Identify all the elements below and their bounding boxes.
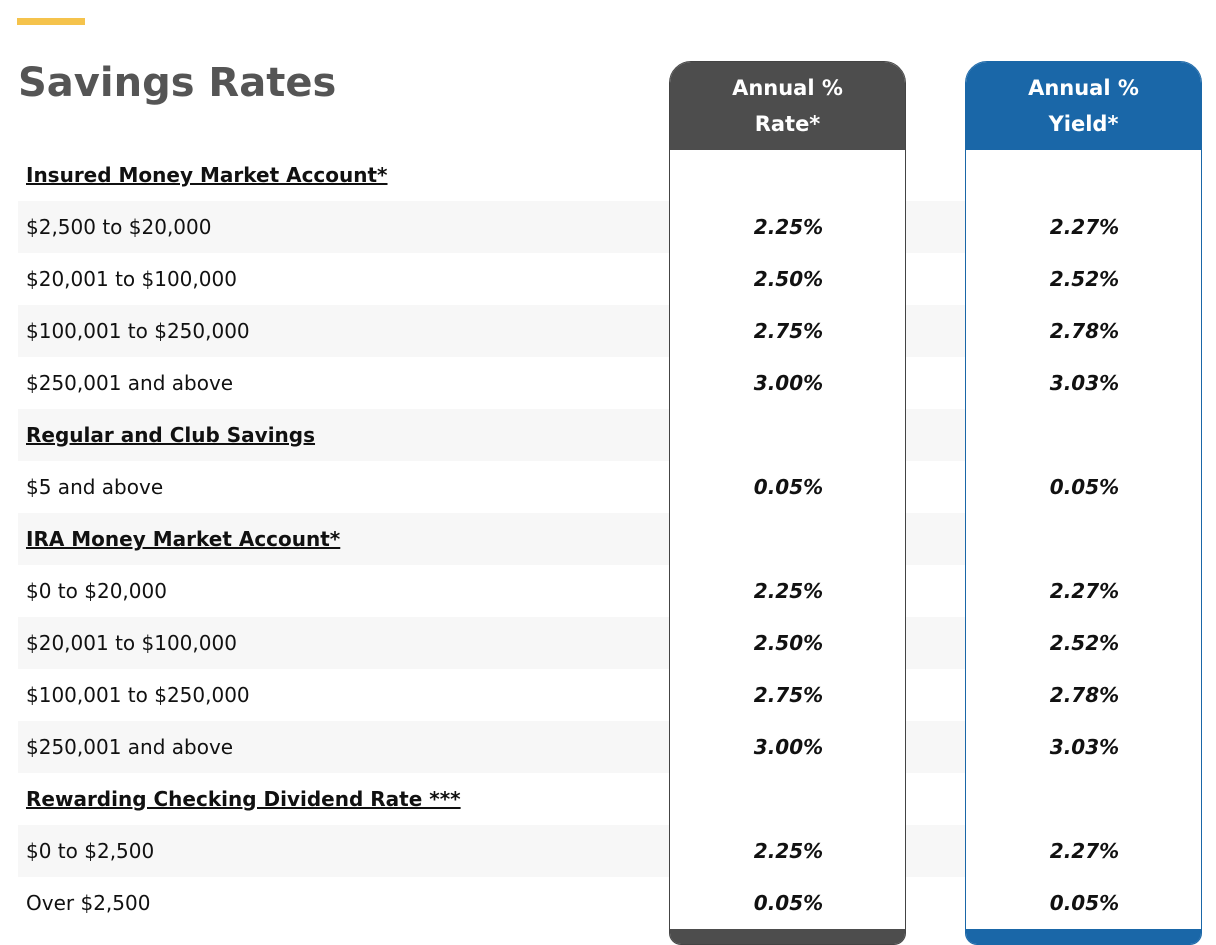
tier-label: $250,001 and above	[26, 735, 234, 759]
tier-label: $250,001 and above	[26, 371, 234, 395]
yield-value: 3.03%	[1049, 735, 1120, 759]
rate-value: 2.50%	[753, 631, 824, 655]
tier-label: $20,001 to $100,000	[26, 267, 237, 291]
section-title: Insured Money Market Account*	[26, 163, 388, 187]
yield-value: 2.52%	[1049, 267, 1120, 291]
column-header: Annual % Rate*	[670, 62, 905, 150]
yield-value: 3.03%	[1049, 371, 1120, 395]
yield-column: Annual % Yield*	[965, 61, 1202, 945]
tier-label: $20,001 to $100,000	[26, 631, 237, 655]
rate-value: 2.75%	[753, 319, 824, 343]
section-title: Rewarding Checking Dividend Rate ***	[26, 787, 461, 811]
header-line: Yield*	[1048, 112, 1119, 136]
rate-value: 2.25%	[753, 215, 824, 239]
rate-value: 3.00%	[753, 735, 824, 759]
column-cap	[670, 929, 905, 944]
tier-label: $5 and above	[26, 475, 164, 499]
tier-label: $2,500 to $20,000	[26, 215, 212, 239]
accent-bar	[17, 18, 85, 25]
yield-value: 2.78%	[1049, 319, 1120, 343]
tier-label: $0 to $2,500	[26, 839, 155, 863]
tier-label: $100,001 to $250,000	[26, 683, 250, 707]
section-title: IRA Money Market Account*	[26, 527, 341, 551]
page-title: Savings Rates	[18, 60, 337, 106]
column-cap	[966, 929, 1201, 944]
header-line: Rate*	[754, 112, 821, 136]
tier-label: $0 to $20,000	[26, 579, 167, 603]
yield-value: 2.52%	[1049, 631, 1120, 655]
section-title: Regular and Club Savings	[26, 423, 316, 447]
header-line: Annual %	[1028, 76, 1139, 100]
rate-column: Annual % Rate*	[669, 61, 906, 945]
rate-value: 0.05%	[753, 475, 824, 499]
rate-value: 2.25%	[753, 839, 824, 863]
yield-value: 2.27%	[1049, 579, 1120, 603]
rate-value: 2.75%	[753, 683, 824, 707]
yield-value: 2.78%	[1049, 683, 1120, 707]
yield-value: 0.05%	[1049, 891, 1120, 915]
column-header: Annual % Yield*	[966, 62, 1201, 150]
rate-value: 2.50%	[753, 267, 824, 291]
rate-value: 3.00%	[753, 371, 824, 395]
tier-label: Over $2,500	[26, 891, 151, 915]
tier-label: $100,001 to $250,000	[26, 319, 250, 343]
yield-value: 0.05%	[1049, 475, 1120, 499]
yield-value: 2.27%	[1049, 215, 1120, 239]
header-line: Annual %	[732, 76, 843, 100]
yield-value: 2.27%	[1049, 839, 1120, 863]
rate-value: 2.25%	[753, 579, 824, 603]
rate-value: 0.05%	[753, 891, 824, 915]
